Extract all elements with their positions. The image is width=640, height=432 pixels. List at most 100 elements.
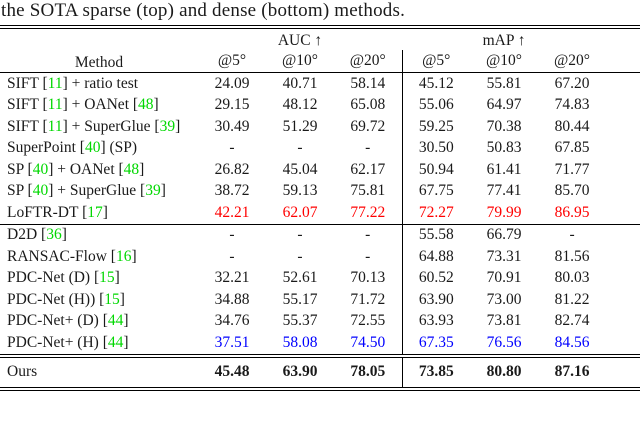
spacer-cell: [606, 138, 640, 160]
value-cell: 59.25: [401, 116, 471, 138]
value-cell: 60.52: [401, 267, 471, 289]
value-cell: 73.81: [486, 312, 522, 330]
column-header-map-5: @5°: [401, 50, 471, 73]
value-cell: 55.37: [282, 312, 318, 330]
value-cell: 62.17: [350, 160, 386, 178]
value-cell: 38.72: [214, 182, 250, 200]
value-cell: 30.50: [401, 137, 471, 159]
spacer-cell: [606, 224, 640, 246]
citation-number: 48: [138, 96, 154, 114]
value-cell: 66.79: [486, 226, 522, 244]
citation-number: 15: [104, 290, 120, 308]
value-cell: 55.81: [486, 74, 522, 92]
value-cell: 55.06: [401, 94, 471, 116]
value-cell: 59.13: [282, 182, 318, 200]
citation-number: 44: [107, 333, 124, 351]
value-cell: 79.99: [486, 203, 522, 221]
value-cell: 87.16: [554, 363, 590, 380]
value-cell: 77.41: [486, 182, 522, 200]
value-cell: 64.97: [486, 96, 522, 114]
spacer-cell: [606, 311, 640, 333]
method-cell: SIFT [11] + OANet [48]: [7, 96, 159, 114]
value-cell: -: [569, 226, 575, 244]
column-header-map-10: @10°: [486, 52, 522, 69]
value-cell: 67.35: [401, 332, 471, 356]
value-cell: 45.04: [282, 160, 318, 178]
spacer-cell: [606, 116, 640, 138]
dense-methods-section: D2D [36] - - - 55.58 66.79 - RANSAC-Flow [16] - -…: [0, 224, 640, 356]
table-header: Method AUC ↑ mAP ↑ @5° @10° @20° @5° @10…: [0, 27, 640, 73]
value-cell: -: [229, 247, 235, 265]
spacer-cell: [606, 27, 640, 73]
value-cell: 80.03: [554, 269, 590, 287]
spacer-cell: [606, 73, 640, 95]
value-cell: 29.15: [214, 96, 250, 114]
spacer-cell: [606, 246, 640, 268]
value-cell: 73.85: [401, 355, 471, 389]
value-cell: 24.09: [214, 74, 250, 92]
method-cell: SIFT [11] + SuperGlue [39]: [7, 117, 181, 135]
table-row: SIFT [11] + SuperGlue [39] 30.49 51.29 69.7…: [0, 116, 640, 138]
table-row: PDC-Net (D) [15] 32.21 52.61 70.13 60.52 70.9…: [0, 267, 640, 289]
column-header-auc-5: @5°: [217, 52, 247, 69]
method-cell: SP [40] + SuperGlue [39]: [7, 182, 166, 200]
table-row: PDC-Net (H)) [15] 34.88 55.17 71.72 63.90 73.…: [0, 289, 640, 311]
header-sub-row: @5° @10° @20° @5° @10° @20°: [0, 50, 640, 73]
value-cell: 72.27: [401, 202, 471, 224]
value-cell: 34.76: [214, 312, 250, 330]
value-cell: -: [365, 226, 371, 244]
value-cell: 81.22: [554, 290, 590, 308]
table-row: SIFT [11] + OANet [48] 29.15 48.12 65.08 55.…: [0, 94, 640, 117]
citation-number: 40: [84, 139, 101, 157]
method-cell: LoFTR-DT [17]: [7, 203, 108, 221]
table-row: PDC-Net+ (H) [44] 37.51 58.08 74.50 67.35 76.…: [0, 332, 640, 356]
spacer-cell: [606, 356, 640, 389]
column-header-auc-20: @20°: [349, 52, 386, 69]
citation-number: 44: [107, 312, 124, 330]
sparse-methods-section: SIFT [11] + ratio test 24.09 40.71 58.14 45.…: [0, 72, 640, 224]
value-cell: 71.72: [350, 290, 386, 308]
spacer-cell: [606, 159, 640, 181]
table-row: LoFTR-DT [17] 42.21 62.07 77.22 72.27 79.99 86…: [0, 202, 640, 224]
column-header-map-20: @20°: [554, 52, 591, 69]
method-cell: SP [40] + OANet [48]: [7, 160, 145, 178]
value-cell: 50.94: [401, 159, 471, 181]
value-cell: 80.80: [486, 363, 522, 380]
table-row: PDC-Net+ (D) [44] 34.76 55.37 72.55 63.93 73.…: [0, 310, 640, 333]
value-cell: 50.83: [486, 139, 522, 157]
value-cell: 63.93: [401, 310, 471, 332]
value-cell: 52.61: [282, 269, 318, 287]
value-cell: 70.91: [486, 269, 522, 287]
value-cell: 62.07: [282, 203, 318, 221]
value-cell: -: [365, 247, 371, 265]
table-row: Ours 45.48 63.90 78.05 73.85 80.80 87.16: [0, 355, 640, 389]
value-cell: 72.55: [350, 312, 386, 330]
table-row: RANSAC-Flow [16] - - - 64.88 73.31 81.56: [0, 246, 640, 268]
value-cell: 75.81: [350, 182, 386, 200]
citation-number: 11: [47, 96, 63, 114]
method-cell: PDC-Net+ (D) [44]: [7, 312, 129, 330]
method-cell: D2D [36]: [7, 226, 67, 244]
citation-number: 11: [47, 74, 63, 92]
table-row: SIFT [11] + ratio test 24.09 40.71 58.14 45.…: [0, 72, 640, 95]
results-table: Method AUC ↑ mAP ↑ @5° @10° @20° @5° @10…: [0, 25, 640, 391]
column-group-auc: AUC ↑: [277, 32, 323, 49]
value-cell: 81.56: [554, 247, 590, 265]
value-cell: 86.95: [554, 203, 590, 221]
value-cell: 51.29: [282, 117, 318, 135]
citation-number: 39: [159, 117, 176, 135]
method-cell: PDC-Net (D) [15]: [7, 269, 120, 287]
value-cell: 67.75: [401, 180, 471, 202]
table-row: SuperPoint [40] (SP) - - - 30.50 50.83 67.85: [0, 137, 640, 160]
value-cell: 69.72: [350, 117, 386, 135]
value-cell: -: [229, 226, 235, 244]
value-cell: 74.50: [350, 333, 386, 351]
value-cell: 45.12: [401, 72, 471, 95]
value-cell: 70.38: [486, 117, 522, 135]
value-cell: 76.56: [486, 333, 522, 351]
citation-number: 17: [87, 203, 103, 221]
spacer-cell: [606, 332, 640, 356]
spacer-cell: [606, 289, 640, 311]
spacer-cell: [606, 95, 640, 117]
value-cell: 70.13: [350, 269, 386, 287]
